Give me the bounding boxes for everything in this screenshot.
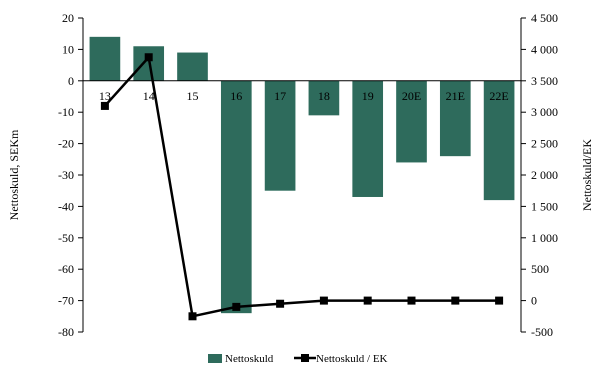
y2-axis-title: Nettoskuld/EK bbox=[580, 139, 594, 211]
line-point-14 bbox=[144, 53, 153, 62]
line-point-22E bbox=[495, 296, 504, 305]
right-tick-label: 1 000 bbox=[531, 231, 558, 245]
line-point-17 bbox=[276, 299, 285, 308]
legend-swatch-nettoskuld-ek-marker bbox=[301, 354, 309, 362]
line-point-20E bbox=[407, 296, 416, 305]
right-axis: 4 500 4 000 3 500 3 000 2 500 2 000 1 500 1 000… bbox=[520, 11, 558, 339]
y-axis-title: Nettoskuld, SEKm bbox=[7, 129, 21, 220]
category-label: 14 bbox=[143, 89, 155, 103]
right-tick-label: -500 bbox=[531, 325, 553, 339]
legend-label-nettoskuld: Nettoskuld bbox=[225, 353, 274, 365]
bar-19 bbox=[352, 80, 384, 197]
category-label: 20E bbox=[402, 89, 421, 103]
bar-13 bbox=[89, 36, 121, 81]
right-tick-label: 2 000 bbox=[531, 168, 558, 182]
legend-swatch-nettoskuld bbox=[208, 354, 222, 363]
line-point-13 bbox=[100, 101, 109, 110]
category-label: 16 bbox=[230, 89, 242, 103]
right-tick-label: 4 000 bbox=[531, 42, 558, 56]
left-tick-label: -50 bbox=[58, 231, 74, 245]
bar-series bbox=[89, 36, 515, 314]
left-axis: 20 10 0 -10 -20 -30 -40 -50 -60 -70 -80 bbox=[58, 11, 84, 339]
category-label: 13 bbox=[99, 89, 111, 103]
category-label: 22E bbox=[489, 89, 508, 103]
bar-15 bbox=[177, 52, 208, 81]
line-path bbox=[103, 54, 500, 318]
left-tick-label: -40 bbox=[58, 199, 74, 213]
legend: Nettoskuld Nettoskuld / EK bbox=[208, 353, 388, 365]
right-tick-label: 3 500 bbox=[531, 74, 558, 88]
bar-18 bbox=[308, 80, 340, 116]
left-tick-label: -70 bbox=[58, 294, 74, 308]
category-labels: 13 14 15 16 17 18 19 20E 21E 22E bbox=[99, 89, 509, 103]
left-tick-label: -20 bbox=[58, 137, 74, 151]
right-tick-label: 2 500 bbox=[531, 137, 558, 151]
right-tick-label: 4 500 bbox=[531, 11, 558, 25]
right-tick-label: 0 bbox=[531, 294, 537, 308]
left-tick-label: -60 bbox=[58, 262, 74, 276]
category-label: 19 bbox=[362, 89, 374, 103]
category-label: 15 bbox=[187, 89, 199, 103]
left-tick-label: -80 bbox=[58, 325, 74, 339]
bar-22E bbox=[483, 80, 515, 201]
right-tick-label: 3 000 bbox=[531, 105, 558, 119]
line-point-15 bbox=[188, 312, 197, 321]
category-label: 21E bbox=[446, 89, 465, 103]
legend-label-nettoskuld-ek: Nettoskuld / EK bbox=[316, 353, 388, 365]
category-label: 17 bbox=[274, 89, 286, 103]
left-tick-label: -30 bbox=[58, 168, 74, 182]
bar-16 bbox=[220, 80, 252, 314]
right-tick-label: 1 500 bbox=[531, 199, 558, 213]
right-tick-label: 500 bbox=[531, 262, 549, 276]
line-point-16 bbox=[232, 302, 241, 311]
left-tick-label: 0 bbox=[68, 74, 74, 88]
line-point-19 bbox=[363, 296, 372, 305]
bar-17 bbox=[264, 80, 296, 191]
bar-20E bbox=[396, 80, 427, 163]
line-point-18 bbox=[319, 296, 328, 305]
line-point-21E bbox=[451, 296, 460, 305]
left-tick-label: -10 bbox=[58, 105, 74, 119]
category-label: 18 bbox=[318, 89, 330, 103]
line-series bbox=[100, 53, 504, 321]
left-tick-label: 10 bbox=[62, 42, 74, 56]
left-tick-label: 20 bbox=[62, 11, 74, 25]
bar-21E bbox=[439, 80, 471, 157]
